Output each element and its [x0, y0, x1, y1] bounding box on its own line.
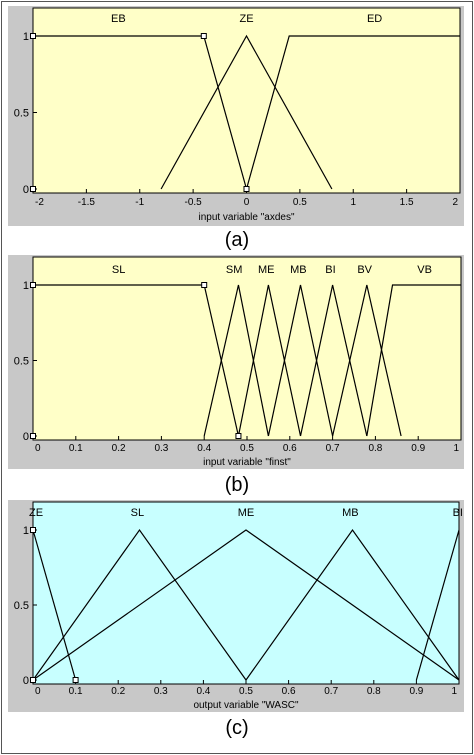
x-tick-label: 0 [244, 197, 250, 208]
series-line-bv [332, 284, 402, 437]
series-line-sl [32, 528, 247, 681]
series-line-ed [245, 35, 460, 190]
x-tick-label: 0.5 [240, 443, 254, 454]
x-tick-label: 0.5 [293, 197, 307, 208]
point-marker [235, 433, 242, 439]
y-tick-label: 0 [23, 431, 29, 443]
y-tick-label: 0.5 [14, 108, 29, 120]
x-tick-label: -2 [35, 197, 44, 208]
x-tick-label: 0.1 [69, 686, 83, 697]
series-name-ze: ZE [239, 13, 253, 25]
x-tick-label: 0.6 [282, 686, 296, 697]
y-tick-label: 0.5 [14, 600, 29, 612]
caption-c: (c) [225, 717, 249, 739]
series-line-sm [203, 284, 269, 437]
panel-b: 0 0.1 0.2 0.3 0.4 0.5 0.6 0.7 0.8 0.9 1 0 0.5 1 input … [8, 255, 464, 469]
series-line-bi [299, 284, 368, 437]
x-tick-label: 1 [350, 197, 356, 208]
panel-a: -2 -1.5 -1 -0.5 0 0.5 1 1.5 2 0 0.5 1 input variable… [8, 6, 464, 226]
x-tick-label: 0.2 [111, 686, 125, 697]
x-tick-label: -1 [135, 197, 144, 208]
series-line-me [32, 529, 460, 681]
series-name-mb: MB [290, 264, 307, 276]
x-tick-label: 0.3 [154, 686, 168, 697]
x-tick-label: -1.5 [78, 197, 96, 208]
series-line-vb [366, 284, 461, 437]
plot-area [32, 501, 460, 685]
series-name-sl: SL [131, 507, 144, 519]
point-marker [30, 282, 36, 288]
series-name-sl: SL [112, 264, 125, 276]
x-tick-label: 0.4 [197, 443, 211, 454]
series-name-bi: BI [453, 507, 463, 519]
point-marker [30, 433, 36, 439]
point-marker [200, 33, 207, 39]
x-tick-label: 0.7 [324, 686, 338, 697]
x-tick-label: 0.8 [368, 443, 382, 454]
series-line-mb [267, 284, 334, 437]
series-line-ze [160, 34, 333, 190]
x-tick-label: 0.5 [239, 686, 253, 697]
point-marker [30, 677, 36, 683]
y-tick-label: 0 [23, 675, 29, 687]
series-line-bi [415, 529, 460, 681]
y-tick-label: 0.5 [14, 356, 29, 368]
x-tick-label: 0.7 [326, 443, 340, 454]
chart-a: -2 -1.5 -1 -0.5 0 0.5 1 1.5 2 0 0.5 1 input variable… [14, 7, 461, 223]
series-name-me: ME [238, 507, 255, 519]
series-name-bi: BI [325, 264, 335, 276]
y-tick-label: 1 [23, 31, 29, 43]
point-marker [72, 677, 79, 683]
series-line-mb [245, 528, 460, 681]
chart-b: 0 0.1 0.2 0.3 0.4 0.5 0.6 0.7 0.8 0.9 1 0 0.5 1 input … [14, 256, 462, 468]
y-tick-label: 0 [23, 184, 29, 196]
series-name-bv: BV [357, 264, 372, 276]
plot-area [32, 256, 462, 441]
plot-area [32, 7, 461, 194]
x-tick-label: 0.9 [411, 443, 425, 454]
x-tick-label: 0.4 [196, 686, 210, 697]
y-tick-label: 1 [23, 280, 29, 292]
series-name-mb: MB [342, 507, 359, 519]
series-name-me: ME [258, 264, 275, 276]
x-tick-label: 0.1 [69, 443, 83, 454]
x-tick-label: 0 [35, 443, 41, 454]
point-marker [243, 186, 250, 192]
series-name-vb: VB [417, 264, 432, 276]
x-tick-label: 1.5 [400, 197, 414, 208]
panel-c: 0 0.1 0.2 0.3 0.4 0.5 0.6 0.7 0.8 0.9 1 0 0.5 1 output… [8, 500, 464, 712]
x-tick-label: 0.3 [154, 443, 168, 454]
series-name-ze: ZE [29, 507, 43, 519]
x-axis-label: input variable "axdes" [198, 212, 294, 223]
x-tick-label: 1 [451, 686, 457, 697]
series-name-sm: SM [226, 264, 243, 276]
caption-b: (b) [224, 474, 250, 496]
x-tick-label: 0.2 [112, 443, 126, 454]
x-tick-label: 0.8 [367, 686, 381, 697]
series-name-eb: EB [111, 13, 126, 25]
x-tick-label: 2 [452, 197, 458, 208]
x-axis-label: output variable "WASC" [193, 700, 299, 711]
series-name-ed: ED [367, 13, 382, 25]
point-marker [30, 33, 36, 39]
x-tick-label: 0.9 [409, 686, 423, 697]
point-marker [201, 282, 208, 288]
x-tick-label: 0 [35, 686, 41, 697]
x-tick-label: 1 [453, 443, 459, 454]
chart-c: 0 0.1 0.2 0.3 0.4 0.5 0.6 0.7 0.8 0.9 1 0 0.5 1 output… [14, 501, 463, 711]
y-tick-label: 1 [23, 525, 29, 537]
x-tick-label: -0.5 [185, 197, 203, 208]
x-tick-label: 0.6 [283, 443, 297, 454]
point-marker [30, 527, 36, 533]
point-marker [30, 186, 36, 192]
series-line-me [237, 284, 302, 437]
caption-a: (a) [224, 229, 250, 251]
x-axis-label: input variable "finst" [203, 457, 291, 468]
